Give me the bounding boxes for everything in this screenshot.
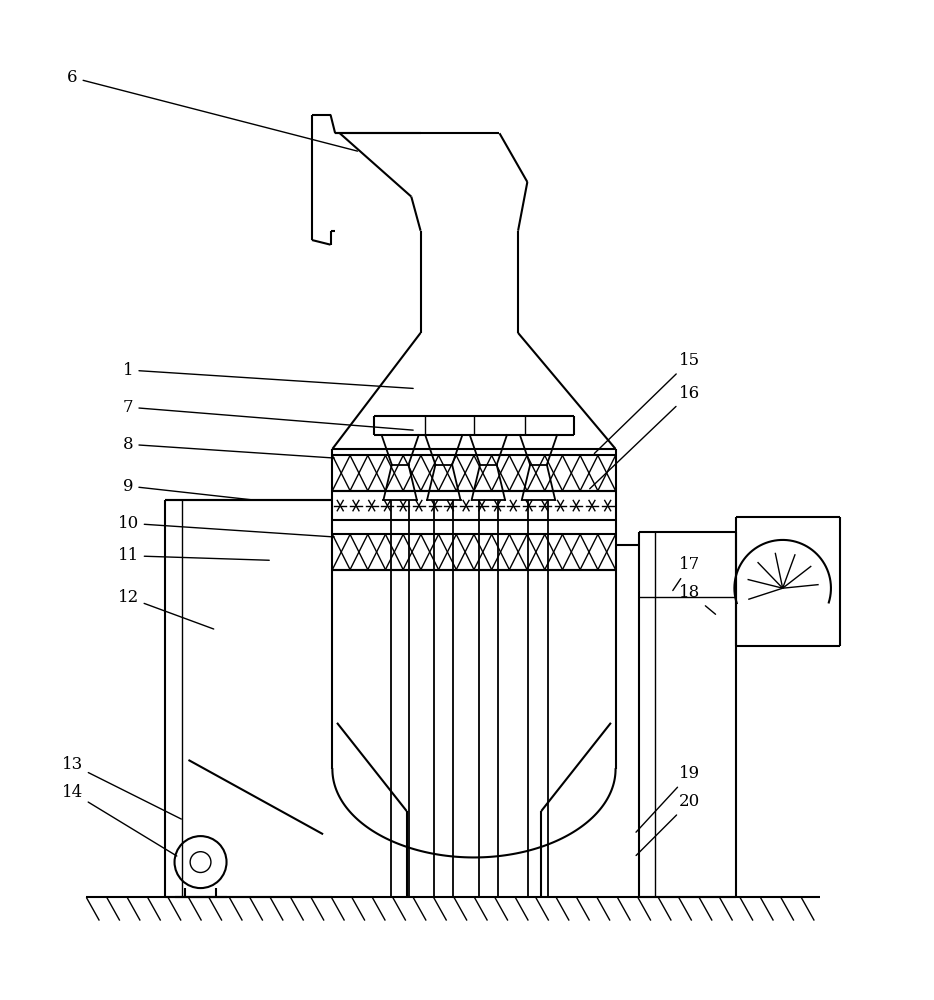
Text: 20: 20 bbox=[636, 793, 700, 855]
Text: 16: 16 bbox=[589, 385, 700, 489]
Text: 7: 7 bbox=[122, 399, 413, 430]
Text: 14: 14 bbox=[62, 784, 177, 856]
Text: 6: 6 bbox=[67, 69, 358, 151]
Text: 11: 11 bbox=[118, 547, 269, 564]
Text: 1: 1 bbox=[122, 362, 413, 388]
Text: 8: 8 bbox=[122, 436, 334, 458]
Text: 9: 9 bbox=[123, 478, 250, 500]
Text: 19: 19 bbox=[636, 765, 700, 832]
Text: 13: 13 bbox=[62, 756, 181, 819]
Text: 15: 15 bbox=[594, 352, 700, 453]
Text: 18: 18 bbox=[679, 584, 715, 614]
Text: 10: 10 bbox=[118, 515, 334, 537]
Text: 17: 17 bbox=[672, 556, 700, 591]
Text: 12: 12 bbox=[118, 589, 214, 629]
